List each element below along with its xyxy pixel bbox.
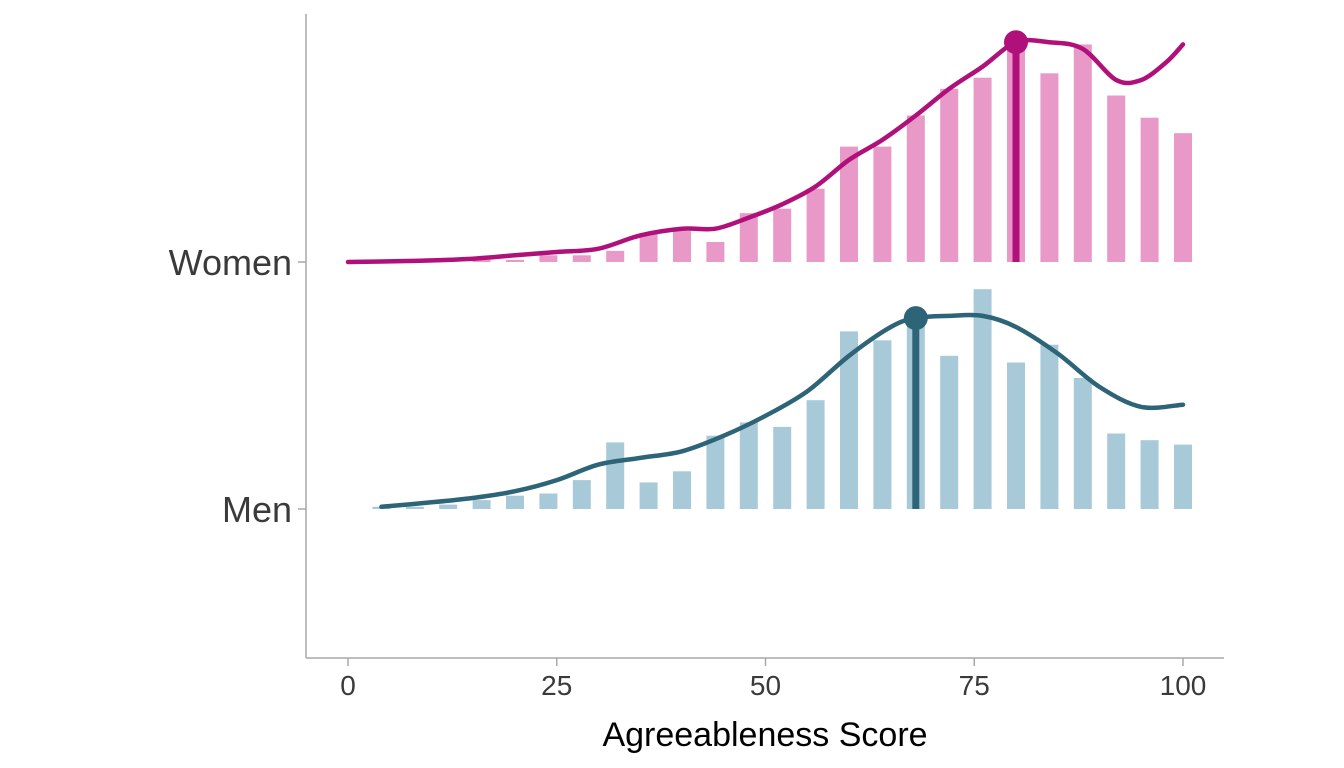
bar-men-16 bbox=[472, 500, 491, 509]
bar-women-68 bbox=[906, 115, 925, 262]
bar-women-64 bbox=[873, 146, 892, 262]
bar-women-100 bbox=[1174, 133, 1192, 262]
bar-women-52 bbox=[773, 208, 792, 262]
bar-women-40 bbox=[673, 230, 691, 262]
bar-men-36 bbox=[639, 482, 658, 509]
marker-point-men bbox=[903, 306, 928, 331]
y-category-label-women: Women bbox=[169, 242, 292, 283]
bar-men-24 bbox=[539, 493, 558, 509]
bar-men-88 bbox=[1073, 378, 1092, 509]
bar-men-72 bbox=[940, 355, 959, 509]
bar-men-8 bbox=[405, 506, 424, 509]
bar-women-76 bbox=[973, 77, 992, 262]
bar-men-40 bbox=[673, 471, 691, 509]
bar-men-44 bbox=[706, 435, 725, 509]
x-tick-label-75: 75 bbox=[959, 670, 990, 701]
density-line-women bbox=[345, 37, 1186, 265]
plot-area bbox=[345, 30, 1192, 510]
bar-men-28 bbox=[572, 480, 591, 509]
bar-men-84 bbox=[1040, 344, 1059, 509]
bar-men-100 bbox=[1174, 444, 1192, 509]
bar-women-88 bbox=[1073, 44, 1092, 263]
x-tick-label-100: 100 bbox=[1160, 670, 1207, 701]
bar-men-48 bbox=[739, 422, 758, 509]
bar-women-56 bbox=[806, 188, 825, 262]
x-axis-title: Agreeableness Score bbox=[602, 716, 927, 754]
x-tick-label-0: 0 bbox=[340, 670, 356, 701]
bar-women-28 bbox=[572, 255, 591, 262]
y-category-label-men: Men bbox=[222, 489, 292, 530]
bar-men-32 bbox=[606, 442, 625, 509]
bar-men-12 bbox=[439, 504, 458, 509]
bar-women-96 bbox=[1140, 117, 1159, 262]
bar-men-96 bbox=[1140, 440, 1159, 509]
series-women bbox=[345, 30, 1192, 265]
bar-men-60 bbox=[840, 331, 858, 509]
bar-women-24 bbox=[539, 255, 558, 262]
bar-women-92 bbox=[1107, 95, 1126, 262]
bar-men-56 bbox=[806, 400, 825, 509]
bar-men-76 bbox=[973, 289, 992, 509]
bar-women-36 bbox=[639, 233, 658, 262]
x-tick-label-25: 25 bbox=[541, 670, 572, 701]
x-axis-ticks: 0 25 50 75 100 bbox=[340, 658, 1206, 701]
bar-women-72 bbox=[940, 88, 959, 262]
x-tick-label-50: 50 bbox=[750, 670, 781, 701]
bar-women-60 bbox=[840, 146, 858, 262]
bar-men-20 bbox=[506, 495, 524, 509]
density-line-men bbox=[379, 312, 1186, 510]
bar-men-64 bbox=[873, 340, 892, 509]
bar-women-84 bbox=[1040, 73, 1059, 262]
bar-men-80 bbox=[1007, 362, 1025, 509]
bar-men-92 bbox=[1107, 433, 1126, 509]
marker-point-women bbox=[1004, 30, 1028, 55]
y-axis-categories: Women Men bbox=[169, 242, 306, 530]
bar-women-20 bbox=[506, 259, 524, 262]
bar-women-16 bbox=[472, 259, 491, 262]
bar-women-32 bbox=[606, 250, 625, 262]
bar-women-44 bbox=[706, 242, 725, 262]
series-men bbox=[372, 289, 1192, 510]
bar-men-52 bbox=[773, 426, 792, 509]
bar-women-48 bbox=[739, 213, 758, 262]
